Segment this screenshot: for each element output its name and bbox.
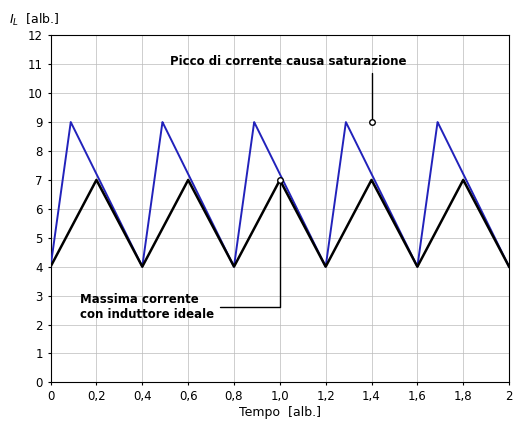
- X-axis label: Tempo  [alb.]: Tempo [alb.]: [239, 406, 321, 419]
- Text: Massima corrente
con induttore ideale: Massima corrente con induttore ideale: [80, 183, 280, 321]
- Text: $I_L$  [alb.]: $I_L$ [alb.]: [9, 12, 60, 28]
- Text: Picco di corrente causa saturazione: Picco di corrente causa saturazione: [170, 55, 406, 119]
